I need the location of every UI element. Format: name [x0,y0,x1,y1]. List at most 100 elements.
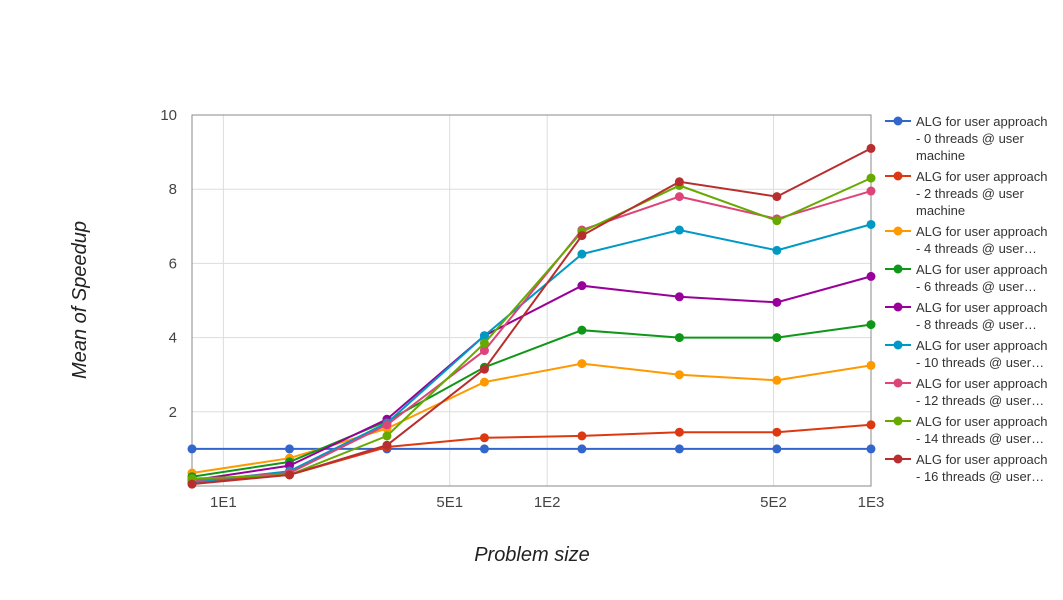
data-point[interactable] [187,479,197,489]
x-tick-label: 1E1 [210,494,237,511]
x-tick-label: 5E1 [436,494,463,511]
legend-label: ALG for user approach [916,169,1048,184]
legend-label: ALG for user approach [916,338,1048,353]
data-point[interactable] [577,325,587,335]
data-point[interactable] [674,292,684,302]
data-point[interactable] [577,249,587,259]
data-point[interactable] [479,338,489,348]
data-point[interactable] [284,444,294,454]
legend-item[interactable]: ALG for user approach - 8 threads @ user… [885,300,1048,332]
series-line [191,362,872,474]
data-point[interactable] [479,364,489,374]
legend-swatch-marker [893,264,903,274]
legend[interactable]: ALG for user approach - 0 threads @ user m… [885,114,1048,484]
data-point[interactable] [674,333,684,343]
data-point[interactable] [479,346,489,356]
data-point[interactable] [772,444,782,454]
data-point[interactable] [772,245,782,255]
data-point[interactable] [382,431,392,441]
data-point[interactable] [866,444,876,454]
series-6 [187,186,876,485]
legend-item[interactable]: ALG for user approach - 6 threads @ user… [885,262,1048,294]
legend-swatch-marker [893,454,903,464]
legend-swatch-marker [893,116,903,126]
data-point[interactable] [772,427,782,437]
data-point[interactable] [866,320,876,330]
data-point[interactable] [772,216,782,226]
legend-label: machine [916,148,965,163]
data-point[interactable] [479,377,489,387]
data-point[interactable] [866,420,876,430]
series-line [191,223,872,484]
x-axis-title: Problem size [474,544,590,566]
data-point[interactable] [772,297,782,307]
y-tick-label: 6 [169,255,177,272]
legend-label: ALG for user approach [916,114,1048,129]
legend-item[interactable]: ALG for user approach - 12 threads @ user… [885,376,1048,408]
data-point[interactable] [772,192,782,202]
legend-swatch-marker [893,416,903,426]
legend-label: ALG for user approach [916,376,1048,391]
data-point[interactable] [866,173,876,183]
grid-lines [192,114,872,486]
data-point[interactable] [284,470,294,480]
legend-label: - 12 threads @ user… [916,393,1044,408]
data-point[interactable] [479,433,489,443]
legend-item[interactable]: ALG for user approach - 14 threads @ user… [885,414,1048,446]
data-point[interactable] [866,271,876,281]
series-line [191,275,872,482]
data-point[interactable] [674,192,684,202]
data-point[interactable] [674,444,684,454]
data-point[interactable] [187,444,197,454]
data-point[interactable] [577,431,587,441]
data-point[interactable] [866,186,876,196]
legend-label: ALG for user approach [916,414,1048,429]
legend-swatch-marker [893,226,903,236]
x-tick-label: 1E2 [534,494,561,511]
data-point[interactable] [382,420,392,430]
data-point[interactable] [866,143,876,153]
data-point[interactable] [772,375,782,385]
legend-item[interactable]: ALG for user approach - 2 threads @ user m… [885,169,1048,218]
legend-label: ALG for user approach [916,452,1048,467]
data-point[interactable] [674,427,684,437]
legend-label: - 14 threads @ user… [916,431,1044,446]
data-point[interactable] [577,359,587,369]
data-point[interactable] [577,281,587,291]
data-point[interactable] [479,444,489,454]
data-point[interactable] [674,177,684,187]
data-point[interactable] [382,440,392,450]
data-point[interactable] [674,225,684,235]
data-point[interactable] [577,231,587,241]
series-line [191,323,872,478]
x-tick-label: 5E2 [760,494,787,511]
legend-swatch-marker [893,302,903,312]
data-point[interactable] [866,360,876,370]
legend-item[interactable]: ALG for user approach - 16 threads @ user… [885,452,1048,484]
data-point[interactable] [866,219,876,229]
series-2 [187,359,876,478]
legend-label: - 4 threads @ user… [916,241,1037,256]
legend-swatch-marker [893,340,903,350]
x-axis-ticks: 1E1 5E1 1E2 5E2 1E3 [210,494,884,511]
data-point[interactable] [674,370,684,380]
plot-area-frame [191,114,872,487]
y-tick-label: 8 [169,181,177,198]
data-point[interactable] [479,331,489,341]
legend-item[interactable]: ALG for user approach - 0 threads @ user m… [885,114,1048,163]
x-tick-label: 1E3 [858,494,885,511]
legend-label: - 16 threads @ user… [916,469,1044,484]
y-axis-title: Mean of Speedup [69,221,91,379]
series-line [191,177,872,480]
legend-item[interactable]: ALG for user approach - 4 threads @ user… [885,224,1048,256]
legend-item[interactable]: ALG for user approach - 10 threads @ user… [885,338,1048,370]
data-point[interactable] [772,333,782,343]
data-point[interactable] [577,444,587,454]
legend-label: ALG for user approach [916,262,1048,277]
y-tick-label: 4 [169,330,177,347]
series-0 [187,444,876,454]
y-axis-ticks: 2 4 6 8 10 [160,107,177,421]
legend-label: - 8 threads @ user… [916,317,1037,332]
series-8 [187,143,876,489]
